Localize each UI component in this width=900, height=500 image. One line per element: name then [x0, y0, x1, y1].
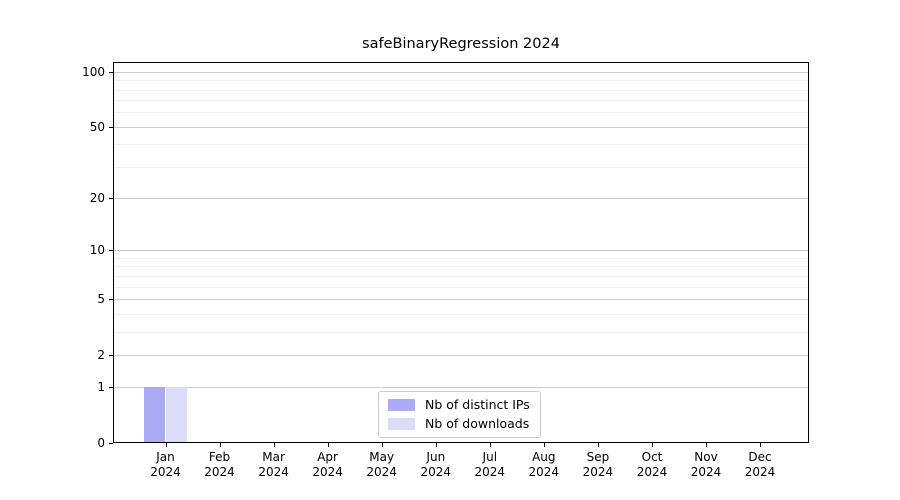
x-tick-apr	[327, 443, 329, 447]
x-tick-oct	[652, 443, 653, 447]
x-tick-label-jul: Jul 2024	[474, 450, 506, 479]
gridline-major-5	[113, 298, 809, 300]
plot-area: 0 1 2 5 10 20 50 100 Jan 2024 Feb 2024 Mar 2024 Apr…	[82, 62, 809, 479]
x-tick-label-jan: Jan 2024	[150, 450, 181, 479]
x-tick-nov	[706, 443, 707, 447]
y-tick-label-100: 100	[82, 64, 105, 79]
legend: Nb of distinct IPs Nb of downloads	[378, 391, 541, 438]
x-tick-label-mar: Mar 2024	[258, 450, 289, 479]
x-tick-label-sep: Sep 2024	[582, 450, 614, 479]
plot-border	[113, 62, 809, 443]
x-tick-label-apr: Apr 2024	[312, 450, 343, 479]
gridline-minor-4	[113, 313, 809, 315]
gridline-major-2	[113, 354, 809, 356]
x-tick-jul	[489, 443, 491, 447]
gridline-minor-7	[113, 275, 809, 277]
x-tick-mar	[273, 443, 275, 447]
y-tick-10	[109, 250, 113, 252]
x-tick-label-may: May 2024	[366, 450, 397, 479]
gridline-minor-9	[113, 257, 809, 259]
legend-label-downloads: Nb of downloads	[425, 416, 530, 431]
y-tick-label-5: 5	[97, 291, 105, 306]
gridline-minor-30	[113, 166, 809, 168]
x-tick-dec	[760, 443, 761, 447]
x-tick-label-feb: Feb 2024	[204, 450, 235, 479]
x-tick-label-oct: Oct 2024	[636, 450, 668, 479]
legend-swatch-distinct-ips	[388, 398, 415, 411]
y-tick-2	[109, 354, 113, 356]
x-tick-may	[381, 443, 383, 447]
y-tick-20	[109, 198, 113, 200]
x-tick-jan	[165, 443, 167, 447]
legend-entry-distinct-ips: Nb of distinct IPs	[388, 397, 530, 412]
legend-swatch-downloads	[388, 417, 415, 430]
y-tick-label-50: 50	[89, 119, 105, 134]
x-tick-label-aug: Aug 2024	[528, 450, 560, 479]
gridline-minor-3	[113, 331, 809, 333]
bar-nb-of-downloads-jan	[165, 387, 188, 443]
y-tick-100	[109, 71, 113, 73]
y-tick-label-0: 0	[97, 436, 105, 450]
gridline-minor-80	[113, 89, 809, 91]
y-tick-50	[109, 126, 113, 128]
gridline-major-10	[113, 250, 809, 252]
y-tick-label-1: 1	[97, 380, 105, 395]
y-tick-0	[109, 443, 113, 444]
gridline-minor-60	[113, 112, 809, 114]
y-tick-label-10: 10	[89, 243, 105, 258]
gridline-minor-8	[113, 266, 809, 268]
chart-title: safeBinaryRegression 2024	[362, 36, 560, 52]
x-tick-jun	[435, 443, 437, 447]
bar-nb-of-distinct-ips-jan	[143, 387, 166, 443]
y-tick-label-20: 20	[89, 191, 105, 206]
x-tick-feb	[219, 443, 221, 447]
y-tick-label-2: 2	[97, 347, 105, 362]
x-tick-aug	[543, 443, 545, 447]
x-tick-label-jun: Jun 2024	[420, 450, 452, 479]
gridline-major-100	[113, 71, 809, 73]
y-tick-1	[109, 387, 113, 389]
x-tick-sep	[597, 443, 599, 447]
legend-label-distinct-ips: Nb of distinct IPs	[425, 397, 530, 412]
legend-entry-downloads: Nb of downloads	[388, 416, 530, 431]
gridline-minor-70	[113, 100, 809, 102]
gridline-minor-90	[113, 80, 809, 82]
gridline-major-20	[113, 198, 809, 200]
x-tick-label-dec: Dec 2024	[744, 450, 776, 479]
gridline-minor-6	[113, 286, 809, 288]
y-tick-5	[109, 298, 113, 300]
gridline-major-50	[113, 126, 809, 128]
gridline-minor-40	[113, 144, 809, 146]
gridline-major-1	[113, 387, 809, 389]
x-tick-label-nov: Nov 2024	[690, 450, 722, 479]
